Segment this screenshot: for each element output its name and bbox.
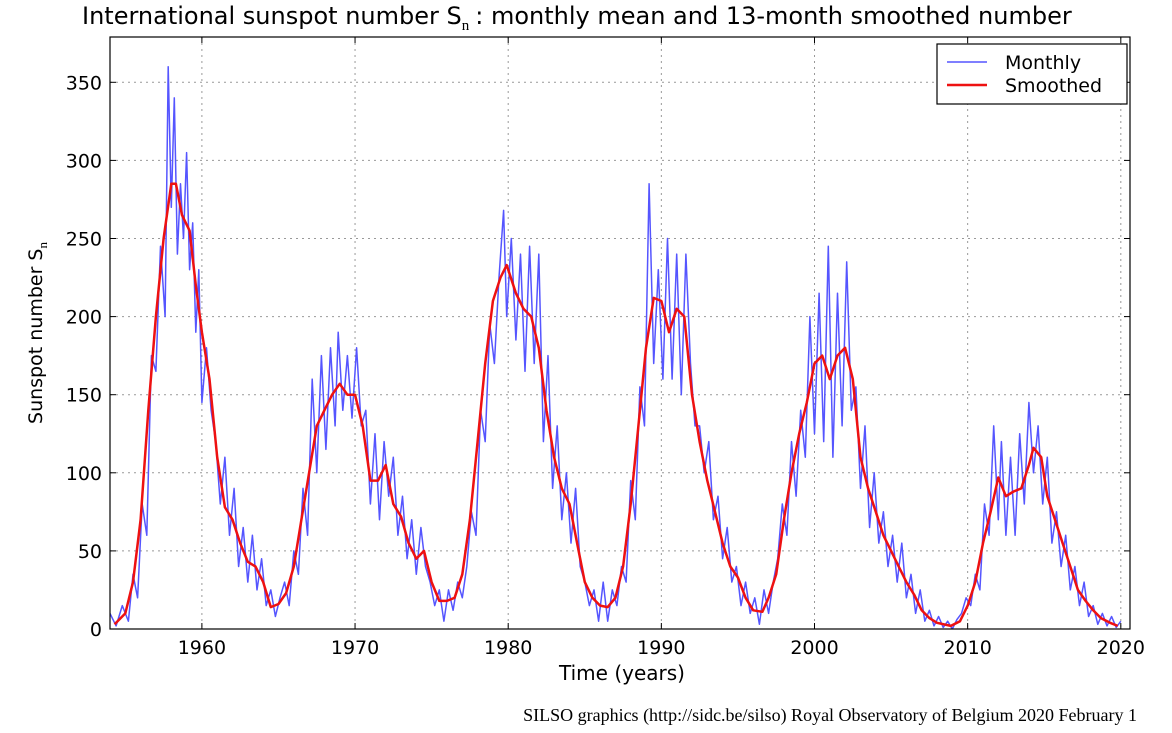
legend-box xyxy=(936,43,1128,105)
x-tick-label: 1990 xyxy=(637,637,685,659)
y-label-main: Sunspot number S xyxy=(25,249,47,424)
legend-label: Monthly xyxy=(1005,52,1081,74)
series-line xyxy=(113,182,1119,628)
x-tick-label: 1980 xyxy=(484,637,532,659)
x-tick-label: 2000 xyxy=(790,637,838,659)
x-axis-label: Time (years) xyxy=(558,661,685,685)
y-tick-label: 0 xyxy=(90,619,102,641)
x-tick-label: 1970 xyxy=(331,637,379,659)
chart-title: International sunspot number Sn : monthly… xyxy=(82,2,1072,34)
x-tick-label: 2010 xyxy=(943,637,991,659)
y-tick-label: 150 xyxy=(66,385,102,407)
x-tick-label: 2020 xyxy=(1097,637,1145,659)
title-sub: n xyxy=(462,18,470,34)
y-tick-label: 250 xyxy=(66,228,102,250)
y-tick-label: 100 xyxy=(66,463,102,485)
title-main: International sunspot number S xyxy=(82,2,462,30)
footer: SILSO graphics (http://sidc.be/silso) Ro… xyxy=(523,705,1137,726)
legend-label: Smoothed xyxy=(1005,75,1102,97)
y-tick-label: 200 xyxy=(66,307,102,329)
title-rest: : monthly mean and 13-month smoothed num… xyxy=(475,2,1072,30)
series-line xyxy=(110,65,1122,629)
y-tick-label: 300 xyxy=(66,150,102,172)
x-tick-label: 1960 xyxy=(178,637,226,659)
y-tick-label: 50 xyxy=(78,541,102,563)
plot-frame xyxy=(109,36,1131,630)
y-axis-label: Sunspot number Sn xyxy=(25,242,50,424)
y-label-sub: n xyxy=(35,242,50,249)
y-tick-label: 350 xyxy=(66,72,102,94)
plot-area: 1960 1970 1980 1990 2000 2010 2020 0 50 100 150 200… xyxy=(66,36,1145,659)
